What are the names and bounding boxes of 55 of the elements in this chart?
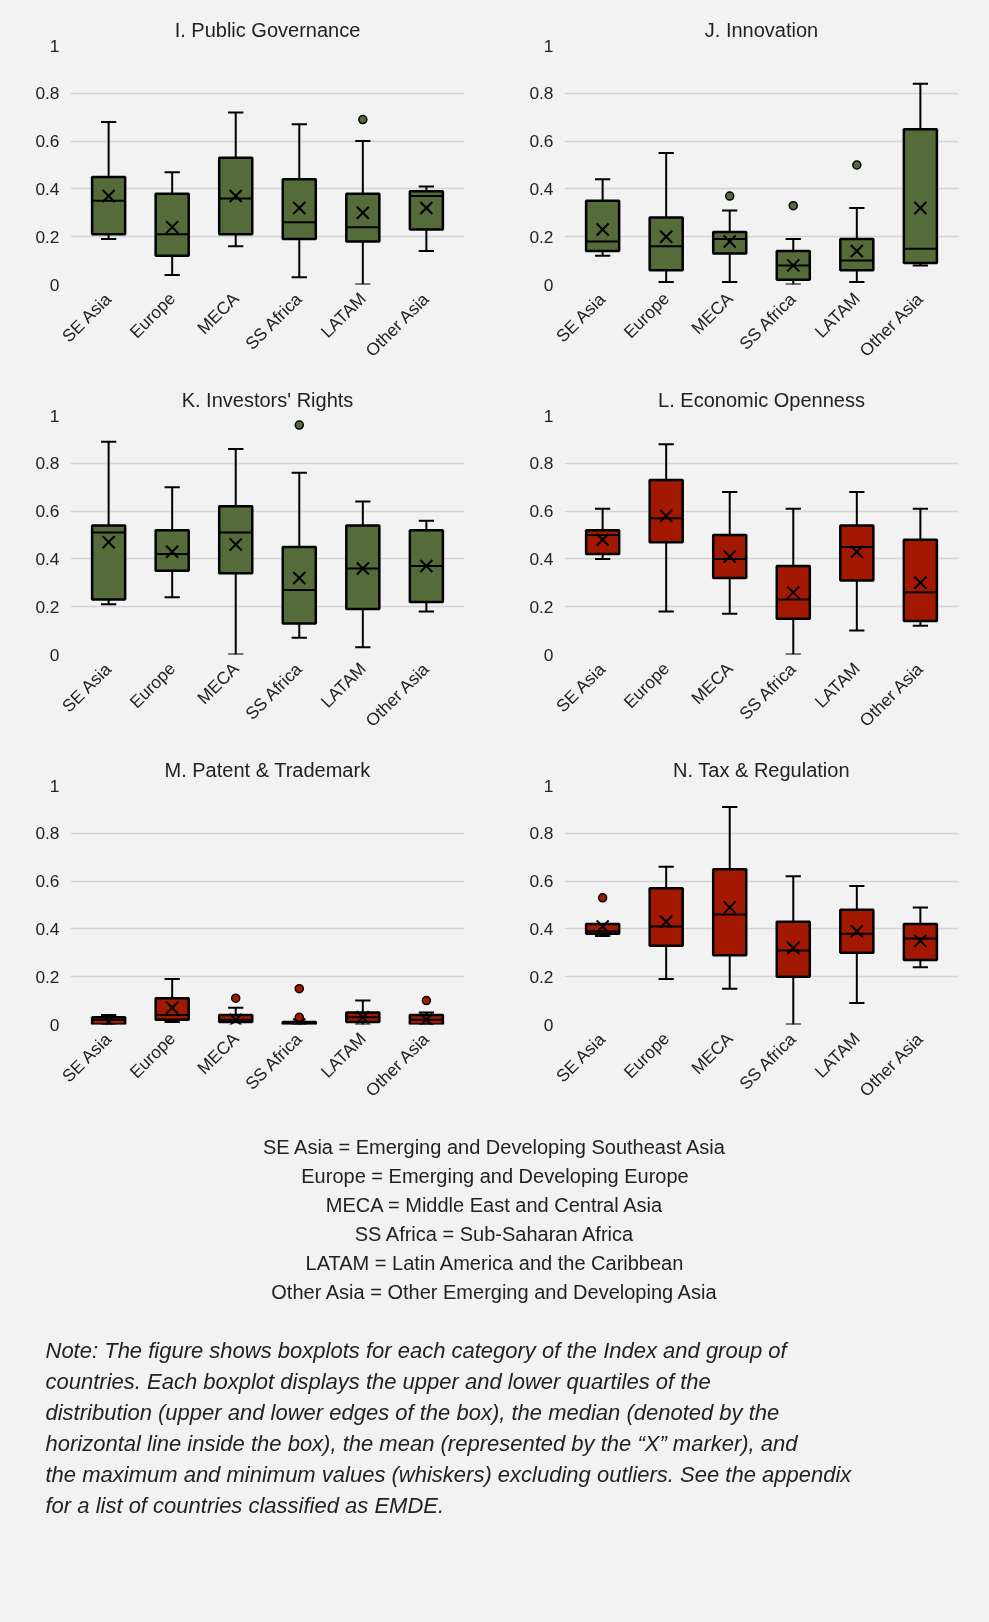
y-tick-label: 0.6 — [35, 871, 60, 892]
y-tick-label: 0.6 — [529, 131, 554, 152]
y-tick-label: 0 — [543, 1014, 554, 1035]
text: SS Africa = Sub-Saharan Africa — [354, 1222, 635, 1245]
y-tick-label: 1 — [49, 405, 60, 426]
text: LATAM = Latin America and the Caribbean — [305, 1251, 684, 1274]
y-tick-label: 0.2 — [529, 966, 554, 987]
chart-title: I. Public Governance — [174, 18, 361, 41]
y-tick-label: 0.4 — [35, 178, 60, 199]
y-tick-label: 0.8 — [529, 823, 554, 844]
y-tick-label: 0 — [543, 644, 554, 665]
text: MECA = Middle East and Central Asia — [325, 1193, 663, 1216]
y-tick-label: 0.2 — [35, 596, 60, 617]
y-tick-label: 0.4 — [35, 918, 60, 939]
y-tick-label: 0 — [543, 274, 554, 295]
y-tick-label: 0 — [49, 644, 60, 665]
y-tick-label: 0.8 — [35, 823, 60, 844]
y-tick-label: 0 — [49, 274, 60, 295]
chart-title: N. Tax & Regulation — [673, 758, 850, 781]
y-tick-label: 0.2 — [529, 596, 554, 617]
y-tick-label: 0.8 — [35, 453, 60, 474]
y-tick-label: 0.4 — [529, 918, 554, 939]
text: SE Asia = Emerging and Developing Southeast Asia — [262, 1135, 726, 1158]
y-tick-label: 0.8 — [529, 83, 554, 104]
y-tick-label: 0.2 — [529, 226, 554, 247]
y-tick-label: 0.4 — [529, 178, 554, 199]
x-tick-label: SE Asia — [551, 288, 610, 347]
y-tick-label: 0.4 — [35, 548, 60, 569]
chart-title: L. Economic Openness — [658, 388, 865, 411]
x-tick-label: SE Asia — [551, 658, 610, 717]
x-tick-label: SE Asia — [57, 288, 116, 347]
y-tick-label: 0.6 — [529, 871, 554, 892]
x-tick-label: SE Asia — [551, 1028, 610, 1087]
y-tick-label: 0.4 — [529, 548, 554, 569]
y-tick-label: 0.8 — [529, 453, 554, 474]
y-tick-label: 0.2 — [35, 226, 60, 247]
text: Note: The figure shows boxplots for each category of the Index and group of countries. Each boxplot displays the upper and lower quartiles of the distribution (upper and lower edges of the box), the median (denoted by the horizontal line inside the box), the mean (represented by the “X” marker), and the maximum and minimum values (whiskers) excluding outliers. See the appendix for a list of countries classified as EMDE. — [45, 1337, 853, 1518]
y-tick-label: 1 — [49, 775, 60, 796]
y-tick-label: 1 — [49, 35, 60, 56]
chart-title: J. Innovation — [704, 18, 819, 41]
y-tick-label: 1 — [543, 405, 554, 426]
text: Other Asia = Other Emerging and Developing Asia — [271, 1280, 718, 1303]
chart-title: M. Patent & Trademark — [164, 758, 372, 781]
y-tick-label: 0.6 — [35, 501, 60, 522]
y-tick-label: 1 — [543, 35, 554, 56]
x-tick-label: SE Asia — [57, 1028, 116, 1087]
y-tick-label: 0.8 — [35, 83, 60, 104]
x-tick-label: SE Asia — [57, 658, 116, 717]
y-tick-label: 0.6 — [35, 131, 60, 152]
y-tick-label: 0.6 — [529, 501, 554, 522]
y-tick-label: 0 — [49, 1014, 60, 1035]
chart-title: K. Investors' Rights — [181, 388, 354, 411]
text: Europe = Emerging and Developing Europe — [301, 1164, 689, 1187]
y-tick-label: 0.2 — [35, 966, 60, 987]
y-tick-label: 1 — [543, 775, 554, 796]
